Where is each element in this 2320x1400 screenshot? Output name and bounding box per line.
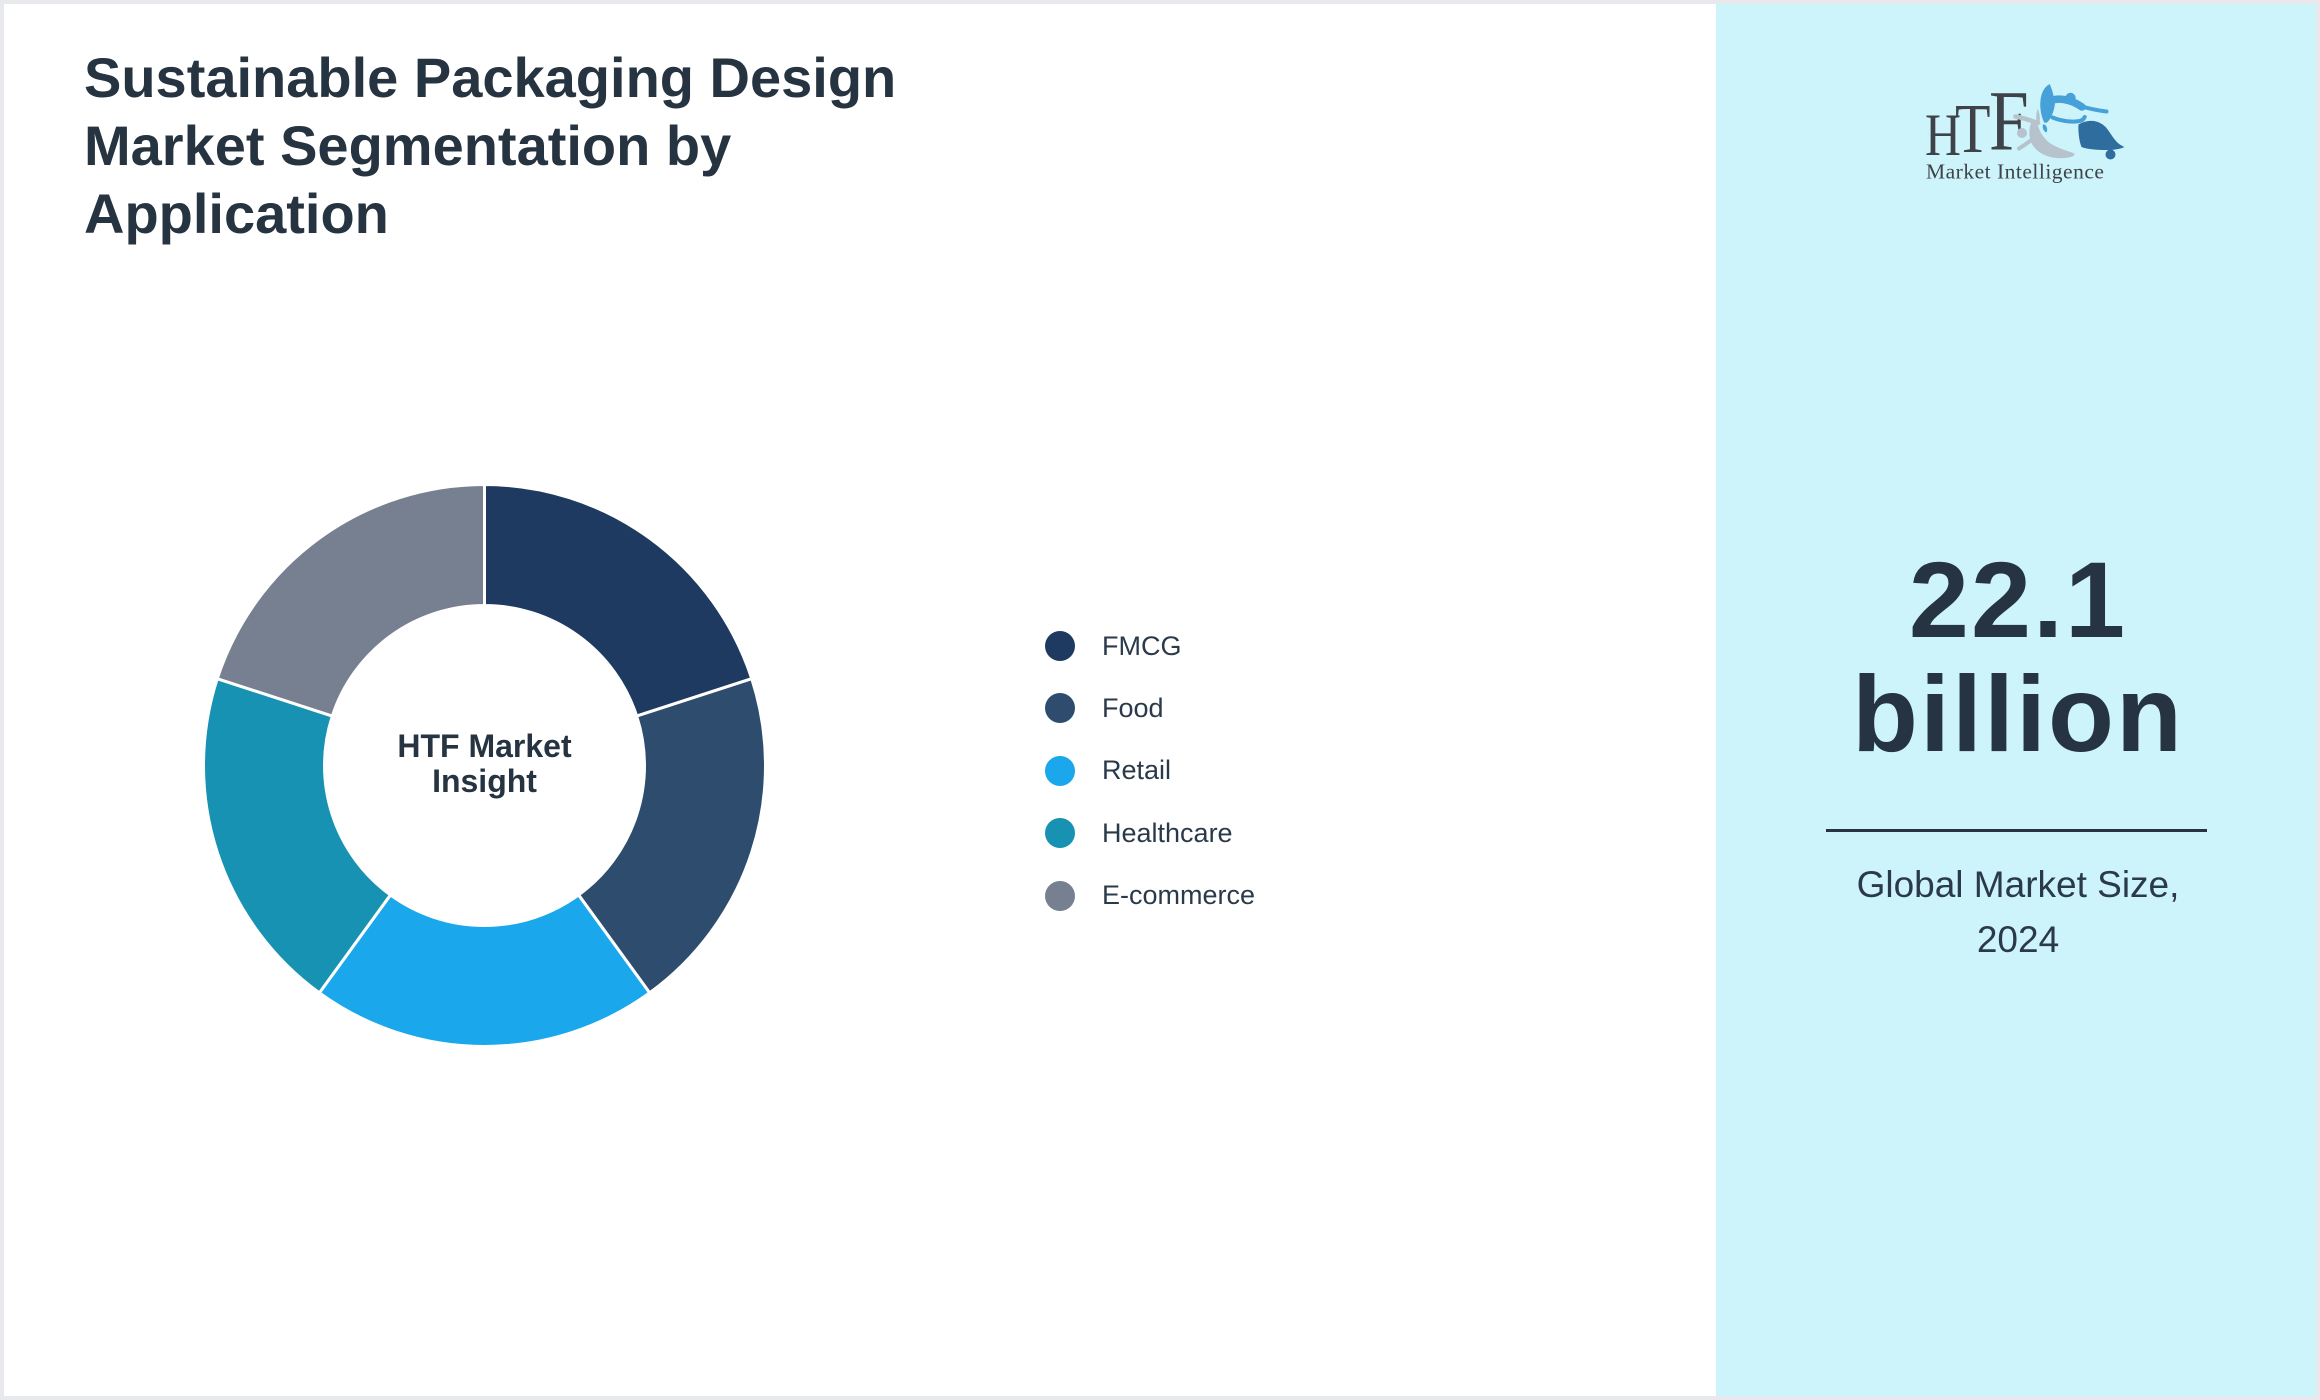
svg-text:Market Intelligence: Market Intelligence [1926, 160, 2104, 184]
svg-text:H: H [1926, 102, 1961, 168]
svg-text:F: F [1989, 78, 2029, 169]
svg-text:T: T [1955, 90, 1990, 167]
